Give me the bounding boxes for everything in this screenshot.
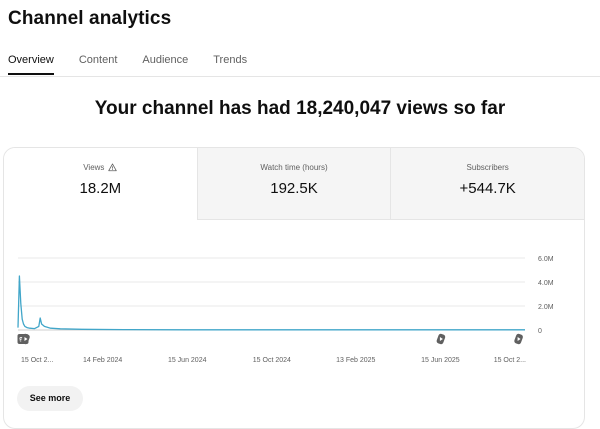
x-tick-label: 15 Oct 2024 (253, 357, 291, 364)
tab-content[interactable]: Content (78, 54, 118, 66)
x-tick-label: 15 Oct 2... (494, 357, 526, 364)
metric-value: +544.7K (459, 180, 516, 197)
views-line-chart[interactable]: 6.0M4.0M2.0M09+15 Oct 2...14 Feb 202415 … (4, 253, 584, 378)
metric-tabs: Views 18.2M Watch time (hours) 192.5K Su… (4, 148, 584, 220)
x-tick-label: 14 Feb 2024 (83, 357, 122, 364)
metric-watch-time[interactable]: Watch time (hours) 192.5K (196, 148, 391, 220)
shorts-play-glyph (517, 337, 521, 341)
tab-overview[interactable]: Overview (8, 52, 54, 75)
analytics-card: Views 18.2M Watch time (hours) 192.5K Su… (3, 147, 585, 429)
tab-audience[interactable]: Audience (142, 54, 189, 66)
tab-trends[interactable]: Trends (213, 54, 248, 66)
tabs: Overview Content Audience Trends (8, 52, 592, 76)
lifetime-views-headline: Your channel has had 18,240,047 views so… (94, 98, 506, 119)
warning-icon (108, 163, 118, 172)
x-tick-label: 15 Jun 2025 (421, 357, 460, 364)
page-title: Channel analytics (8, 8, 172, 29)
shorts-play-glyph (439, 337, 443, 341)
y-tick-label: 0 (538, 328, 542, 335)
views-series-line (17, 275, 525, 331)
metric-label: Watch time (hours) (260, 163, 328, 172)
x-tick-label: 13 Feb 2025 (336, 357, 375, 364)
y-tick-label: 4.0M (538, 280, 554, 287)
see-more-button[interactable]: See more (17, 386, 83, 411)
x-tick-label: 15 Jun 2024 (168, 357, 207, 364)
y-tick-label: 2.0M (538, 304, 554, 311)
metric-label: Views (83, 163, 105, 172)
metric-label: Subscribers (466, 163, 509, 172)
metric-views[interactable]: Views 18.2M (4, 148, 197, 220)
shorts-play-glyph (24, 337, 28, 341)
metric-value: 18.2M (79, 180, 122, 197)
metric-subscribers[interactable]: Subscribers +544.7K (390, 148, 584, 220)
metric-value: 192.5K (270, 180, 318, 197)
x-tick-label: 15 Oct 2... (21, 357, 53, 364)
y-tick-label: 6.0M (538, 256, 554, 263)
tabs-divider (0, 76, 600, 77)
